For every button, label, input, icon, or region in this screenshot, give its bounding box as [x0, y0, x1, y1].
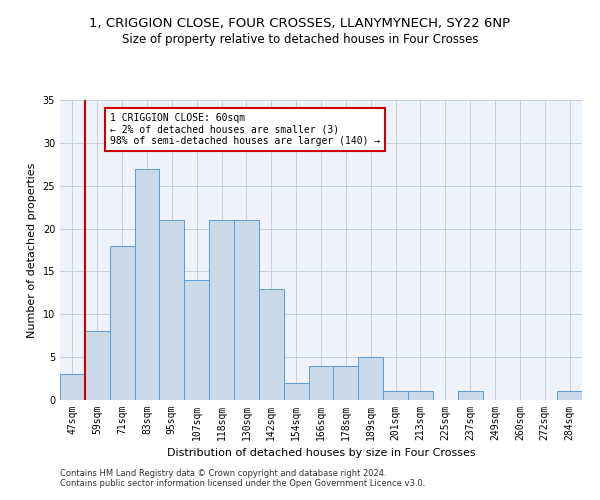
Bar [60, 374, 85, 400]
Bar [209, 220, 234, 400]
Bar [408, 392, 433, 400]
Bar [383, 392, 408, 400]
Text: Size of property relative to detached houses in Four Crosses: Size of property relative to detached ho… [122, 32, 478, 46]
Bar [284, 383, 308, 400]
Bar [234, 220, 259, 400]
Bar [458, 392, 482, 400]
Bar [259, 288, 284, 400]
Text: Contains public sector information licensed under the Open Government Licence v3: Contains public sector information licen… [60, 478, 425, 488]
Text: 1 CRIGGION CLOSE: 60sqm
← 2% of detached houses are smaller (3)
98% of semi-deta: 1 CRIGGION CLOSE: 60sqm ← 2% of detached… [110, 113, 380, 146]
Bar [160, 220, 184, 400]
Y-axis label: Number of detached properties: Number of detached properties [27, 162, 37, 338]
Bar [134, 168, 160, 400]
Bar [334, 366, 358, 400]
Bar [184, 280, 209, 400]
X-axis label: Distribution of detached houses by size in Four Crosses: Distribution of detached houses by size … [167, 448, 475, 458]
Text: Contains HM Land Registry data © Crown copyright and database right 2024.: Contains HM Land Registry data © Crown c… [60, 468, 386, 477]
Text: 1, CRIGGION CLOSE, FOUR CROSSES, LLANYMYNECH, SY22 6NP: 1, CRIGGION CLOSE, FOUR CROSSES, LLANYMY… [89, 18, 511, 30]
Bar [110, 246, 134, 400]
Bar [557, 392, 582, 400]
Bar [85, 332, 110, 400]
Bar [308, 366, 334, 400]
Bar [358, 357, 383, 400]
